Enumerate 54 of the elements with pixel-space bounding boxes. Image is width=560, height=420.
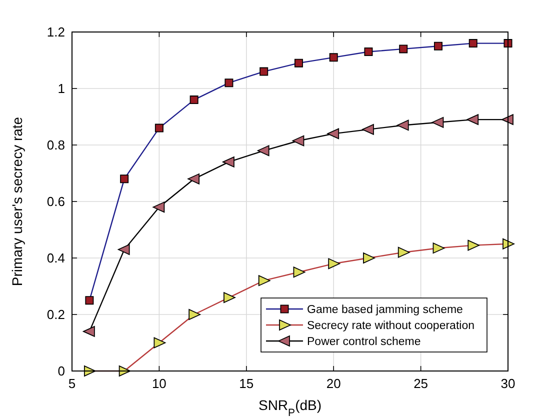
point <box>224 78 234 88</box>
point <box>502 238 514 250</box>
point <box>398 246 410 258</box>
point <box>154 124 164 132</box>
y-tick-label: 0.6 <box>46 194 65 210</box>
point <box>363 252 375 264</box>
x-tick-label: 10 <box>152 376 166 391</box>
point <box>85 296 94 305</box>
point <box>293 266 306 278</box>
y-tick-label: 0.4 <box>46 250 65 266</box>
point <box>432 242 445 254</box>
point <box>152 202 165 213</box>
x-tick-label: 20 <box>326 376 341 391</box>
point <box>82 326 95 337</box>
point <box>224 292 236 303</box>
y-tick-label: 0.2 <box>46 307 65 322</box>
point <box>328 258 340 270</box>
point <box>257 145 270 156</box>
point <box>466 114 479 126</box>
point <box>260 67 268 76</box>
point <box>399 44 408 54</box>
point <box>327 128 340 140</box>
point <box>396 120 409 131</box>
x-tick-label: 30 <box>500 376 516 391</box>
x-tick-label: 5 <box>68 376 76 391</box>
point <box>188 173 200 184</box>
point <box>154 337 166 348</box>
point <box>292 135 304 146</box>
point <box>364 48 373 56</box>
point <box>120 174 129 184</box>
x-tick-label: 15 <box>239 376 254 391</box>
y-tick-label: 0.8 <box>46 138 65 153</box>
point <box>188 309 201 320</box>
y-axis-title: Primary user's secrecy rate <box>9 116 25 286</box>
point <box>468 240 480 251</box>
point <box>222 156 234 168</box>
y-tick-label: 0 <box>58 364 65 379</box>
y-tick-label: 1.2 <box>46 24 65 40</box>
point <box>434 42 442 50</box>
point <box>502 114 514 126</box>
point <box>432 116 444 128</box>
point <box>294 58 303 68</box>
point <box>362 124 374 135</box>
point <box>329 53 338 62</box>
legend-label: Power control scheme <box>307 336 421 348</box>
point <box>258 275 270 286</box>
x-tick-label: 25 <box>414 376 428 391</box>
legend-label: Game based jamming scheme <box>307 304 463 316</box>
point <box>468 39 478 48</box>
legend-label: Secrecy rate without cooperation <box>307 320 474 332</box>
x-axis-title: SNR$_{P}$(dB) <box>258 397 322 419</box>
point <box>190 96 198 104</box>
point <box>118 244 130 255</box>
y-tick-label: 1 <box>58 81 65 96</box>
